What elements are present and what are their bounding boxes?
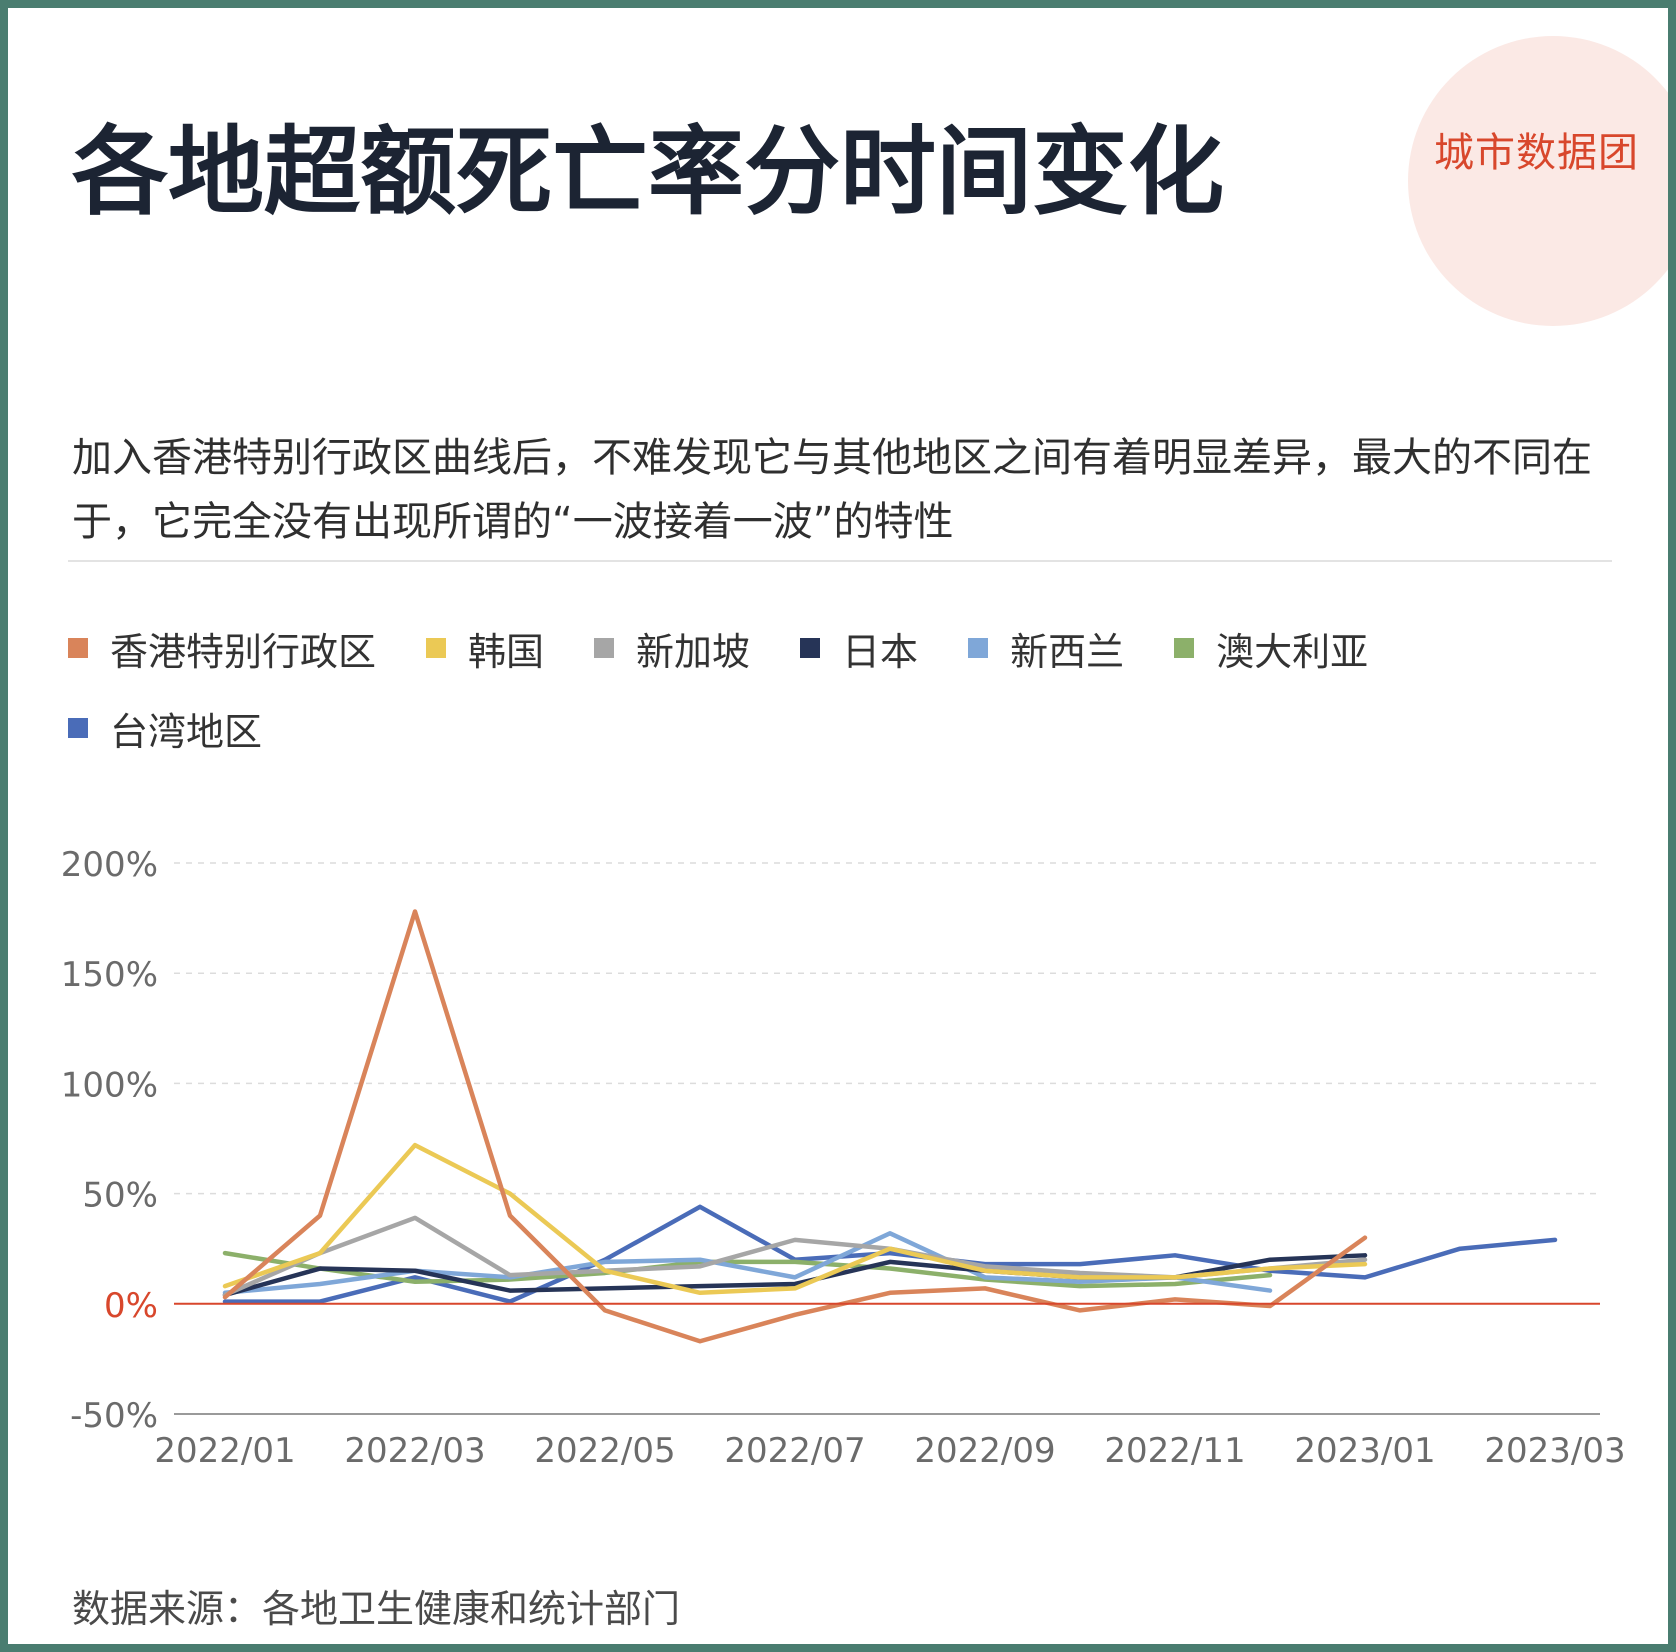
page-title: 各地超额死亡率分时间变化	[72, 116, 1224, 228]
legend-label: 台湾地区	[110, 709, 263, 754]
legend-label: 香港特别行政区	[110, 629, 377, 674]
x-tick-label: 2022/09	[914, 1431, 1055, 1471]
legend-swatch	[800, 638, 821, 658]
y-tick-label: 50%	[82, 1176, 158, 1216]
legend-item: 新加坡	[594, 626, 750, 674]
chart-legend: 香港特别行政区 韩国 新加坡 日本 新西兰 澳大利亚台湾地区	[68, 626, 1628, 754]
legend-swatch	[68, 718, 88, 738]
logo-text: 城市数据团	[1434, 130, 1639, 176]
legend-item: 香港特别行政区	[68, 626, 376, 674]
legend-swatch	[1174, 638, 1195, 658]
x-tick-label: 2022/01	[154, 1431, 295, 1471]
legend-item: 新西兰	[968, 626, 1124, 674]
infographic-card: 城市数据团 各地超额死亡率分时间变化 加入香港特别行政区曲线后，不难发现它与其他…	[8, 8, 1668, 1644]
legend-label: 韩国	[468, 629, 545, 674]
source-note: 数据来源：各地卫生健康和统计部门	[72, 1587, 681, 1631]
series-line	[222, 1204, 1558, 1304]
subtitle: 加入香港特别行政区曲线后，不难发现它与其他地区之间有着明显差异，最大的不同在于，…	[72, 435, 1592, 545]
x-tick-label: 2022/07	[724, 1431, 865, 1471]
x-tick-label: 2022/11	[1104, 1431, 1245, 1471]
legend-item: 日本	[800, 626, 918, 674]
y-tick-label: -50%	[70, 1396, 158, 1436]
line-chart: 200% 150% 100% 50% 0% -50%2022/01 2022/03 2022/…	[61, 845, 1626, 1471]
legend-swatch	[426, 638, 447, 658]
series-line	[222, 1231, 1273, 1296]
x-tick-label: 2022/03	[344, 1431, 485, 1471]
legend-label: 日本	[842, 629, 919, 674]
y-tick-label: 200%	[61, 845, 158, 885]
legend-label: 澳大利亚	[1216, 629, 1369, 674]
legend-item: 韩国	[426, 626, 544, 674]
y-tick-label: 150%	[61, 955, 158, 995]
x-tick-label: 2022/05	[534, 1431, 675, 1471]
legend-label: 新西兰	[1010, 629, 1125, 674]
legend-item: 台湾地区	[68, 706, 262, 754]
legend-swatch	[968, 638, 989, 658]
y-tick-label: 100%	[61, 1065, 158, 1105]
logo-badge	[1408, 36, 1668, 326]
legend-label: 新加坡	[636, 629, 751, 674]
x-tick-label: 2023/03	[1484, 1431, 1625, 1471]
series-line	[222, 909, 1368, 1344]
y-tick-label: 0%	[104, 1286, 158, 1326]
legend-swatch	[68, 638, 88, 658]
divider	[68, 560, 1612, 562]
x-tick-label: 2023/01	[1294, 1431, 1435, 1471]
legend-item: 澳大利亚	[1174, 626, 1368, 674]
legend-swatch	[594, 638, 615, 658]
series-line	[222, 1250, 1273, 1289]
series-line	[222, 1142, 1368, 1296]
